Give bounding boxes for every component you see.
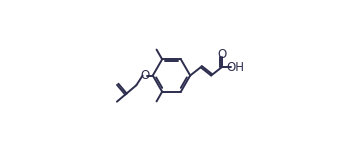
Text: O: O [140, 69, 149, 82]
Text: O: O [217, 48, 226, 61]
Text: OH: OH [227, 61, 245, 74]
